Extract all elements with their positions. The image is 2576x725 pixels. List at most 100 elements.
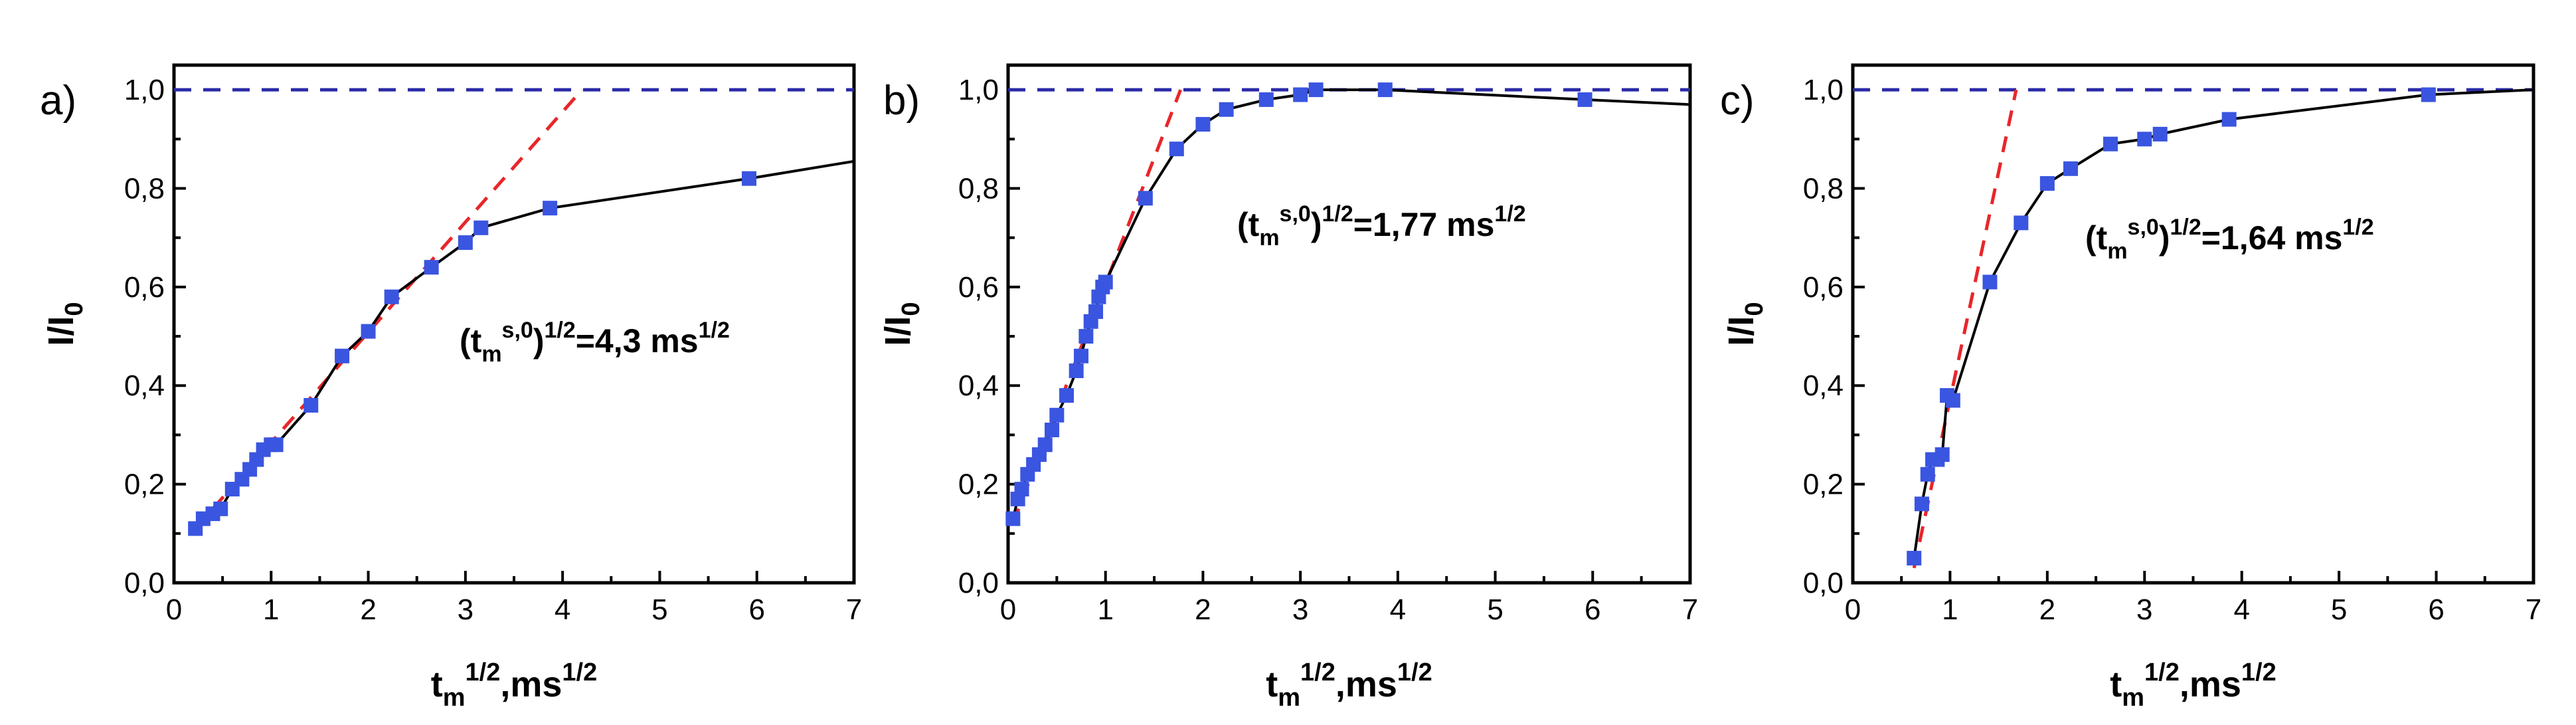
annot-sup-half: 1/2 <box>1322 201 1353 227</box>
x-title-sup: 1/2 <box>2144 659 2180 686</box>
annot-sup-s0: s,0 <box>1280 201 1311 227</box>
data-point <box>303 397 319 413</box>
data-point <box>1308 82 1324 98</box>
annot-sub: m <box>1259 225 1279 251</box>
annot-value: =1,64 ms <box>2201 219 2343 257</box>
annot-unit-sup: 1/2 <box>1494 201 1525 227</box>
x-title-sub: m <box>1278 684 1300 712</box>
y-axis-title: I/I0 <box>1721 302 1768 346</box>
x-tick-label: 1 <box>1097 593 1113 626</box>
data-point <box>1914 496 1929 512</box>
chart-panel-1: 0 1 2 3 4 5 6 70,00,20,40,60,81,0a)tm1/2,ms1/2I… <box>40 63 862 712</box>
y-tick-label: 0,0 <box>124 567 165 599</box>
data-point <box>1945 393 1960 408</box>
annot-sub: m <box>2107 239 2127 264</box>
data-point <box>2014 215 2029 231</box>
x-title-sub: m <box>443 684 466 712</box>
x-tick-label: 4 <box>555 593 570 626</box>
data-point <box>1377 82 1393 98</box>
data-point <box>1907 550 1922 566</box>
annot-open: (t <box>1237 206 1260 243</box>
fit-line <box>194 88 584 530</box>
data-point <box>1577 92 1592 107</box>
y-tick-label: 0,8 <box>958 172 999 205</box>
data-point <box>2421 87 2436 102</box>
x-tick-label: 2 <box>360 593 376 626</box>
data-point <box>1920 466 1935 482</box>
data-point <box>1037 437 1053 453</box>
data-point <box>458 235 473 251</box>
panel-label: a) <box>40 78 76 124</box>
panel-label: c) <box>1720 78 1755 124</box>
y-tick-label: 0,4 <box>1803 369 1844 402</box>
data-point <box>1078 329 1094 344</box>
chart-panel-2: 0 1 2 3 4 5 6 70,00,20,40,60,81,0b)tm1/2,ms1/2I… <box>878 63 1698 712</box>
data-point <box>1049 407 1065 423</box>
data-point <box>2039 176 2055 191</box>
x-title-sup: 1/2 <box>1300 659 1335 686</box>
x-tick-label: 5 <box>2331 593 2347 626</box>
data-point <box>1088 304 1104 319</box>
data-point <box>1005 511 1021 526</box>
x-title-unit-sup: 1/2 <box>562 659 597 686</box>
x-tick-label: 6 <box>1585 593 1600 626</box>
annot-sup-s0: s,0 <box>2128 215 2159 240</box>
x-tick-label: 0 <box>1000 593 1016 626</box>
x-title-main: t <box>1266 665 1278 704</box>
y-title-main: I/I <box>41 316 81 346</box>
x-title-unit: ,ms <box>1335 665 1397 704</box>
y-title-main: I/I <box>878 316 918 346</box>
x-tick-label: 2 <box>2039 593 2055 626</box>
data-point <box>213 501 228 516</box>
x-tick-label: 0 <box>166 593 182 626</box>
data-point <box>1982 274 1998 290</box>
y-tick-label: 0,2 <box>958 468 999 501</box>
y-tick-label: 1,0 <box>1803 74 1844 106</box>
annot-close: ) <box>533 322 545 360</box>
data-point <box>1219 102 1234 117</box>
annot-value: =1,77 ms <box>1353 206 1495 243</box>
data-point <box>543 201 558 216</box>
x-title-sub: m <box>2122 684 2144 712</box>
y-axis-title: I/I0 <box>878 302 925 346</box>
x-tick-label: 7 <box>846 593 862 626</box>
data-point <box>361 324 376 339</box>
x-tick-label: 4 <box>2233 593 2249 626</box>
y-tick-label: 1,0 <box>958 74 999 106</box>
result-annotation: (tms,0)1/2=1,64 ms1/2 <box>2085 215 2374 264</box>
data-point <box>1169 142 1184 157</box>
x-title-main: t <box>2110 665 2122 704</box>
data-series-line <box>194 159 855 530</box>
annot-sup-half: 1/2 <box>544 318 575 343</box>
result-annotation: (tms,0)1/2=1,77 ms1/2 <box>1237 201 1526 251</box>
x-axis-title: tm1/2,ms1/2 <box>1266 659 1432 712</box>
x-title-unit: ,ms <box>2180 665 2241 704</box>
data-point <box>2103 136 2118 152</box>
y-tick-label: 0,8 <box>1803 172 1844 205</box>
y-title-sub: 0 <box>1741 302 1768 316</box>
data-point <box>384 289 399 304</box>
y-tick-label: 0,6 <box>124 271 165 304</box>
x-tick-label: 3 <box>458 593 473 626</box>
y-tick-label: 0,4 <box>124 369 165 402</box>
data-series-line <box>1011 88 1691 520</box>
data-point <box>2063 161 2078 176</box>
annot-unit-sup: 1/2 <box>699 318 730 343</box>
x-tick-label: 1 <box>263 593 279 626</box>
data-point <box>742 171 757 186</box>
plot-frame <box>1851 63 2535 585</box>
fit-line <box>1011 89 1183 524</box>
annot-unit-sup: 1/2 <box>2342 215 2373 240</box>
x-tick-label: 6 <box>748 593 764 626</box>
annot-open: (t <box>2085 219 2108 257</box>
data-point <box>1138 191 1153 206</box>
y-axis-title: I/I0 <box>41 302 88 346</box>
data-point <box>1069 363 1084 378</box>
result-annotation: (tms,0)1/2=4,3 ms1/2 <box>460 318 730 367</box>
chart-panel-3: 0 1 2 3 4 5 6 70,00,20,40,60,81,0c)tm1/2,ms1/2I… <box>1720 63 2541 712</box>
x-tick-label: 4 <box>1390 593 1406 626</box>
data-point <box>1045 423 1060 438</box>
y-tick-label: 0,0 <box>1803 567 1844 599</box>
y-tick-label: 0,2 <box>124 468 165 501</box>
data-point <box>424 260 439 275</box>
